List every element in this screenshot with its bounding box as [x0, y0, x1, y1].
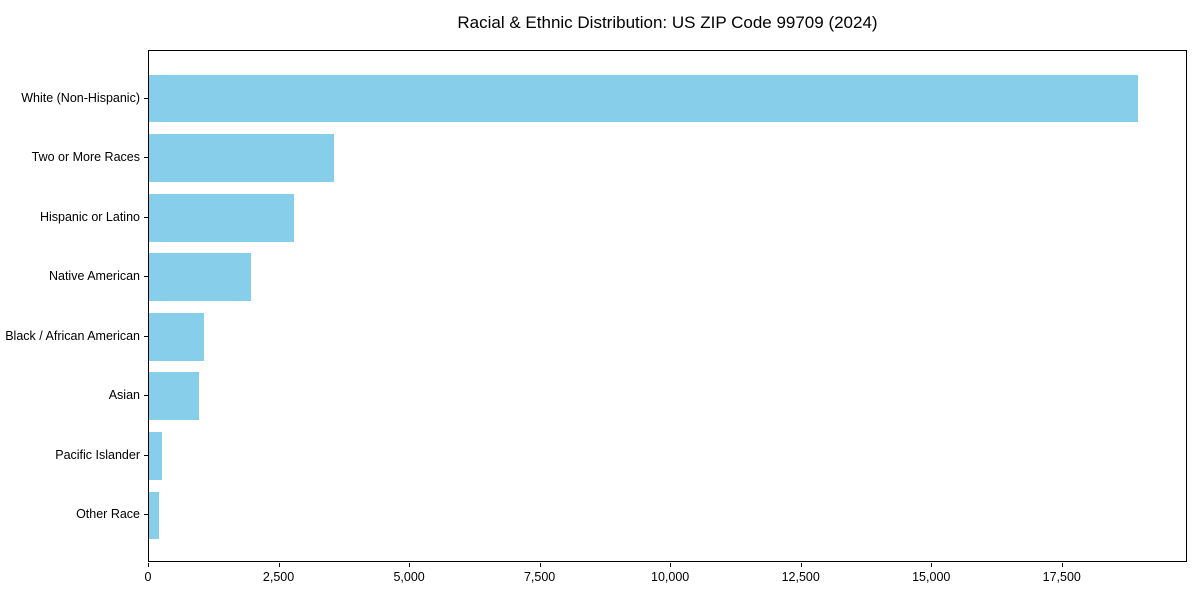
x-tick-label: 7,500 [523, 570, 556, 584]
y-tick-label: Black / African American [5, 328, 140, 343]
bar-other-race [149, 491, 160, 540]
x-tick-mark [1061, 563, 1063, 567]
y-tick-mark [144, 395, 148, 397]
bar-black-african-american [149, 312, 204, 361]
y-tick-mark [144, 454, 148, 456]
y-tick-mark [144, 157, 148, 159]
y-tick-mark [144, 97, 148, 99]
x-tick-mark [800, 563, 802, 567]
y-tick-mark [144, 276, 148, 278]
bar-white-non-hispanic [149, 74, 1139, 123]
x-tick-label: 15,000 [912, 570, 951, 584]
y-tick-label: Asian [108, 388, 140, 403]
chart-title: Racial & Ethnic Distribution: US ZIP Cod… [457, 13, 878, 32]
y-tick-label: White (Non-Hispanic) [21, 90, 140, 105]
x-tick-mark [670, 563, 672, 567]
y-tick-mark [144, 216, 148, 218]
x-tick-label: 10,000 [651, 570, 690, 584]
x-tick-label: 0 [144, 570, 152, 584]
bar-asian [149, 372, 199, 421]
x-tick-label: 12,500 [781, 570, 820, 584]
bar-pacific-islander [149, 432, 163, 480]
x-tick-mark [148, 563, 149, 567]
bar-hispanic-or-latino [149, 193, 295, 242]
y-tick-label: Other Race [76, 507, 140, 522]
x-tick-label: 5,000 [393, 570, 425, 584]
bar-native-american [149, 253, 251, 302]
x-tick-label: 2,500 [262, 570, 295, 584]
x-tick-label: 17,500 [1042, 570, 1081, 584]
y-tick-label: Native American [48, 269, 140, 284]
x-tick-mark [278, 563, 280, 567]
y-tick-mark [144, 514, 148, 516]
x-tick-mark [931, 563, 933, 567]
y-tick-label: Hispanic or Latino [39, 209, 140, 224]
plot-area [148, 50, 1187, 562]
y-tick-label: Two or More Races [31, 150, 140, 165]
y-tick-label: Pacific Islander [55, 447, 140, 462]
y-tick-mark [144, 335, 148, 337]
x-tick-mark [539, 563, 541, 567]
x-tick-mark [409, 563, 411, 567]
bar-two-or-more-races [149, 134, 335, 182]
